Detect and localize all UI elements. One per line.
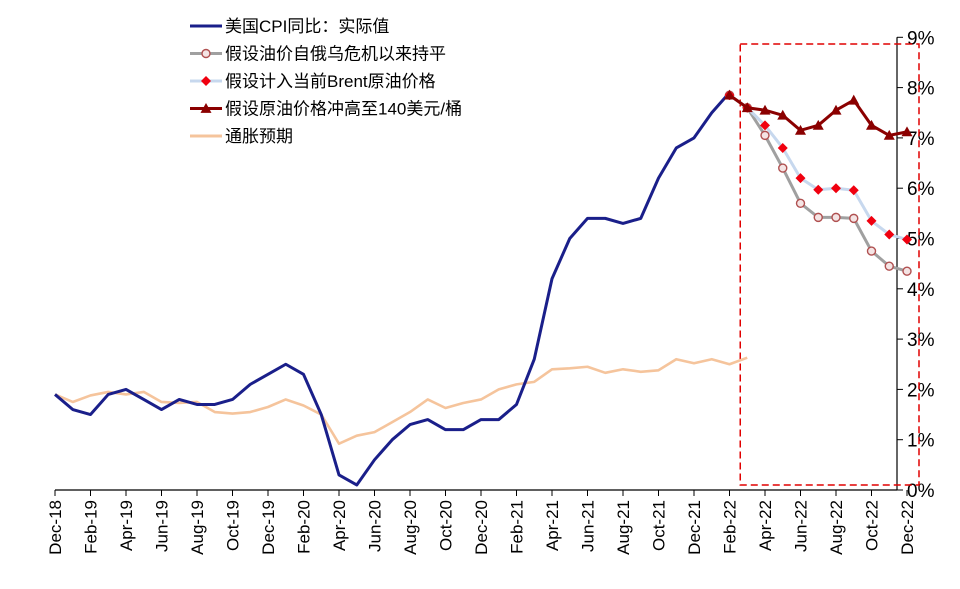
series-point [795, 124, 806, 135]
legend-swatch-marker [200, 103, 212, 113]
series-point [795, 173, 806, 184]
series-point [812, 119, 824, 130]
legend-item: 假设油价自俄乌危机以来持平 [190, 45, 446, 64]
series-point [902, 266, 912, 276]
series-point [760, 130, 770, 141]
series-line [54, 91, 731, 487]
x-tick-label: Oct-22 [863, 500, 882, 551]
series-point [848, 94, 860, 105]
legend-item: 假设计入当前Brent原油价格 [190, 72, 436, 91]
y-tick-label: 7% [907, 129, 935, 150]
series-point [795, 198, 806, 208]
series-point [848, 185, 859, 196]
series-point [777, 142, 788, 153]
x-tick-label: Oct-21 [650, 500, 669, 551]
x-tick-label: Dec-18 [46, 500, 65, 555]
legend: 美国CPI同比：实际值假设油价自俄乌危机以来持平假设计入当前Brent原油价格假… [190, 17, 462, 146]
y-ticks: 0% 1% 2% 3% 4% 5% 6% 7% 8% 9% [897, 28, 935, 502]
x-tick-label: Apr-22 [756, 500, 775, 551]
x-tick-label: Jun-22 [792, 500, 811, 552]
y-tick-label: 0% [907, 481, 935, 502]
forecast-highlight-box [739, 43, 920, 486]
x-tick-label: Apr-19 [117, 500, 136, 551]
x-tick-label: Feb-22 [721, 500, 740, 554]
x-tick-label: Feb-20 [295, 500, 314, 554]
series-point [777, 109, 789, 120]
series-point [813, 184, 824, 195]
y-tick-label: 3% [907, 330, 935, 351]
x-tick-label: Dec-22 [898, 500, 917, 555]
series-point [866, 246, 877, 256]
series-point [760, 120, 770, 131]
legend-label: 通胀预期 [225, 127, 293, 146]
series-point [849, 213, 859, 224]
series-point [866, 215, 877, 226]
x-tick-label: Dec-20 [472, 500, 491, 555]
series-point [831, 212, 841, 223]
series-point [866, 119, 877, 130]
y-tick-label: 8% [907, 79, 935, 100]
series-point [759, 104, 771, 115]
series-point [778, 163, 788, 173]
legend-label: 假设原油价格冲高至140美元/桶 [225, 100, 462, 119]
series-point [724, 89, 735, 100]
series-point [883, 129, 895, 140]
legend-label: 假设计入当前Brent原油价格 [225, 72, 436, 91]
series-4 [54, 356, 748, 446]
x-ticks: Dec-18 Feb-19 Apr-19 Jun-19 Aug-19 Oct-19 Dec-… [46, 490, 917, 555]
x-tick-label: Oct-20 [437, 500, 456, 551]
y-tick-label: 6% [907, 179, 935, 200]
y-tick-label: 4% [907, 280, 935, 301]
series-point [830, 104, 842, 115]
x-tick-label: Dec-19 [259, 500, 278, 555]
series-point [813, 212, 823, 223]
legend-swatch-marker [201, 48, 211, 59]
series-point [831, 183, 841, 194]
series-point [884, 229, 895, 240]
y-tick-label: 9% [907, 28, 935, 49]
series-line [54, 356, 748, 446]
series-point [901, 126, 913, 137]
x-tick-label: Aug-19 [188, 500, 207, 555]
legend-label: 假设油价自俄乌危机以来持平 [225, 45, 446, 64]
legend-item: 美国CPI同比：实际值 [190, 17, 389, 36]
series-0 [54, 91, 731, 487]
y-tick-label: 2% [907, 380, 935, 401]
x-tick-label: Aug-21 [614, 500, 633, 555]
x-tick-label: Dec-21 [685, 500, 704, 555]
series-point [741, 102, 753, 113]
x-tick-label: Jun-21 [579, 500, 598, 552]
legend-swatch-marker [201, 76, 211, 86]
x-tick-label: Feb-21 [508, 500, 527, 554]
series-point [902, 234, 912, 245]
x-tick-label: Oct-19 [224, 500, 243, 551]
series-1 [724, 90, 912, 276]
x-tick-label: Feb-19 [82, 500, 101, 554]
x-tick-label: Apr-20 [330, 500, 349, 551]
y-tick-label: 5% [907, 230, 935, 251]
legend-label: 美国CPI同比：实际值 [225, 17, 389, 36]
y-tick-label: 1% [907, 431, 935, 452]
series-3 [724, 89, 913, 140]
x-tick-label: Apr-21 [543, 500, 562, 551]
legend-item: 假设原油价格冲高至140美元/桶 [190, 100, 462, 119]
legend-item: 通胀预期 [190, 127, 293, 146]
x-tick-label: Jun-20 [366, 500, 385, 552]
x-tick-label: Aug-20 [401, 500, 420, 555]
x-tick-label: Aug-22 [827, 500, 846, 555]
x-tick-label: Jun-19 [153, 500, 172, 552]
series-point [884, 261, 894, 271]
